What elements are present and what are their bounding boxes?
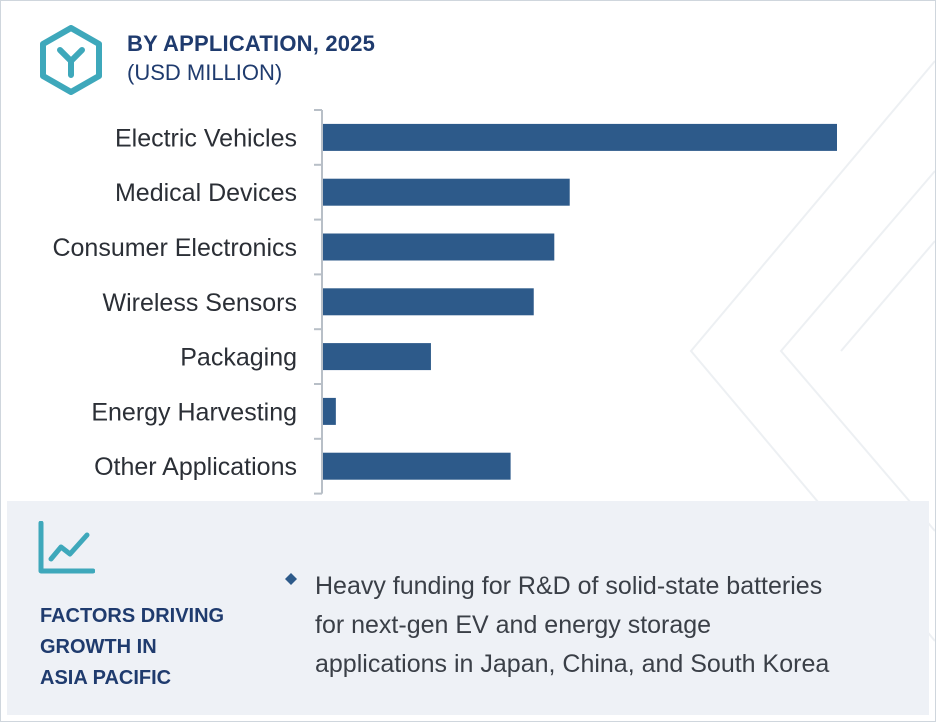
category-label: Wireless Sensors (103, 289, 298, 317)
chart-subtitle: (USD MILLION) (127, 60, 283, 85)
bar-chart: Electric Vehicles Medical Devices Consumer… (52, 109, 837, 495)
hexagon-y-logo-icon (40, 25, 102, 95)
bar-energy-harvesting (323, 397, 336, 425)
category-label: Other Applications (94, 453, 297, 481)
line-chart-icon (38, 521, 95, 574)
bar-other-applications (323, 452, 511, 480)
bar-packaging (323, 343, 431, 371)
chart-title: BY APPLICATION, 2025 (127, 31, 376, 56)
factors-heading-line: ASIA PACIFIC (40, 667, 172, 689)
bar-wireless-sensors (323, 288, 534, 316)
diamond-bullet-icon (285, 573, 297, 585)
category-label: Energy Harvesting (91, 398, 297, 426)
category-label: Medical Devices (115, 179, 297, 207)
factor-bullet-text: Heavy funding for R&D of solid-state bat… (315, 567, 915, 684)
factor-bullet-line: Heavy funding for R&D of solid-state bat… (315, 572, 823, 600)
bar-electric-vehicles (323, 123, 837, 151)
chart-category-labels: Electric Vehicles Medical Devices Consumer… (52, 124, 297, 481)
bar-medical-devices (323, 178, 570, 206)
factor-bullet-line: for next-gen EV and energy storage (315, 611, 712, 639)
factors-heading-line: GROWTH IN (40, 636, 157, 658)
chart-axis (314, 109, 323, 495)
factors-heading: FACTORS DRIVING GROWTH IN ASIA PACIFIC (40, 601, 260, 694)
category-label: Electric Vehicles (115, 124, 297, 152)
category-label: Consumer Electronics (52, 234, 297, 262)
factors-heading-line: FACTORS DRIVING (40, 605, 225, 627)
bar-consumer-electronics (323, 233, 555, 261)
chart-bars (323, 123, 837, 480)
category-label: Packaging (180, 344, 297, 372)
factors-panel: FACTORS DRIVING GROWTH IN ASIA PACIFIC H… (7, 501, 929, 715)
factor-bullet-line: applications in Japan, China, and South … (315, 650, 830, 678)
